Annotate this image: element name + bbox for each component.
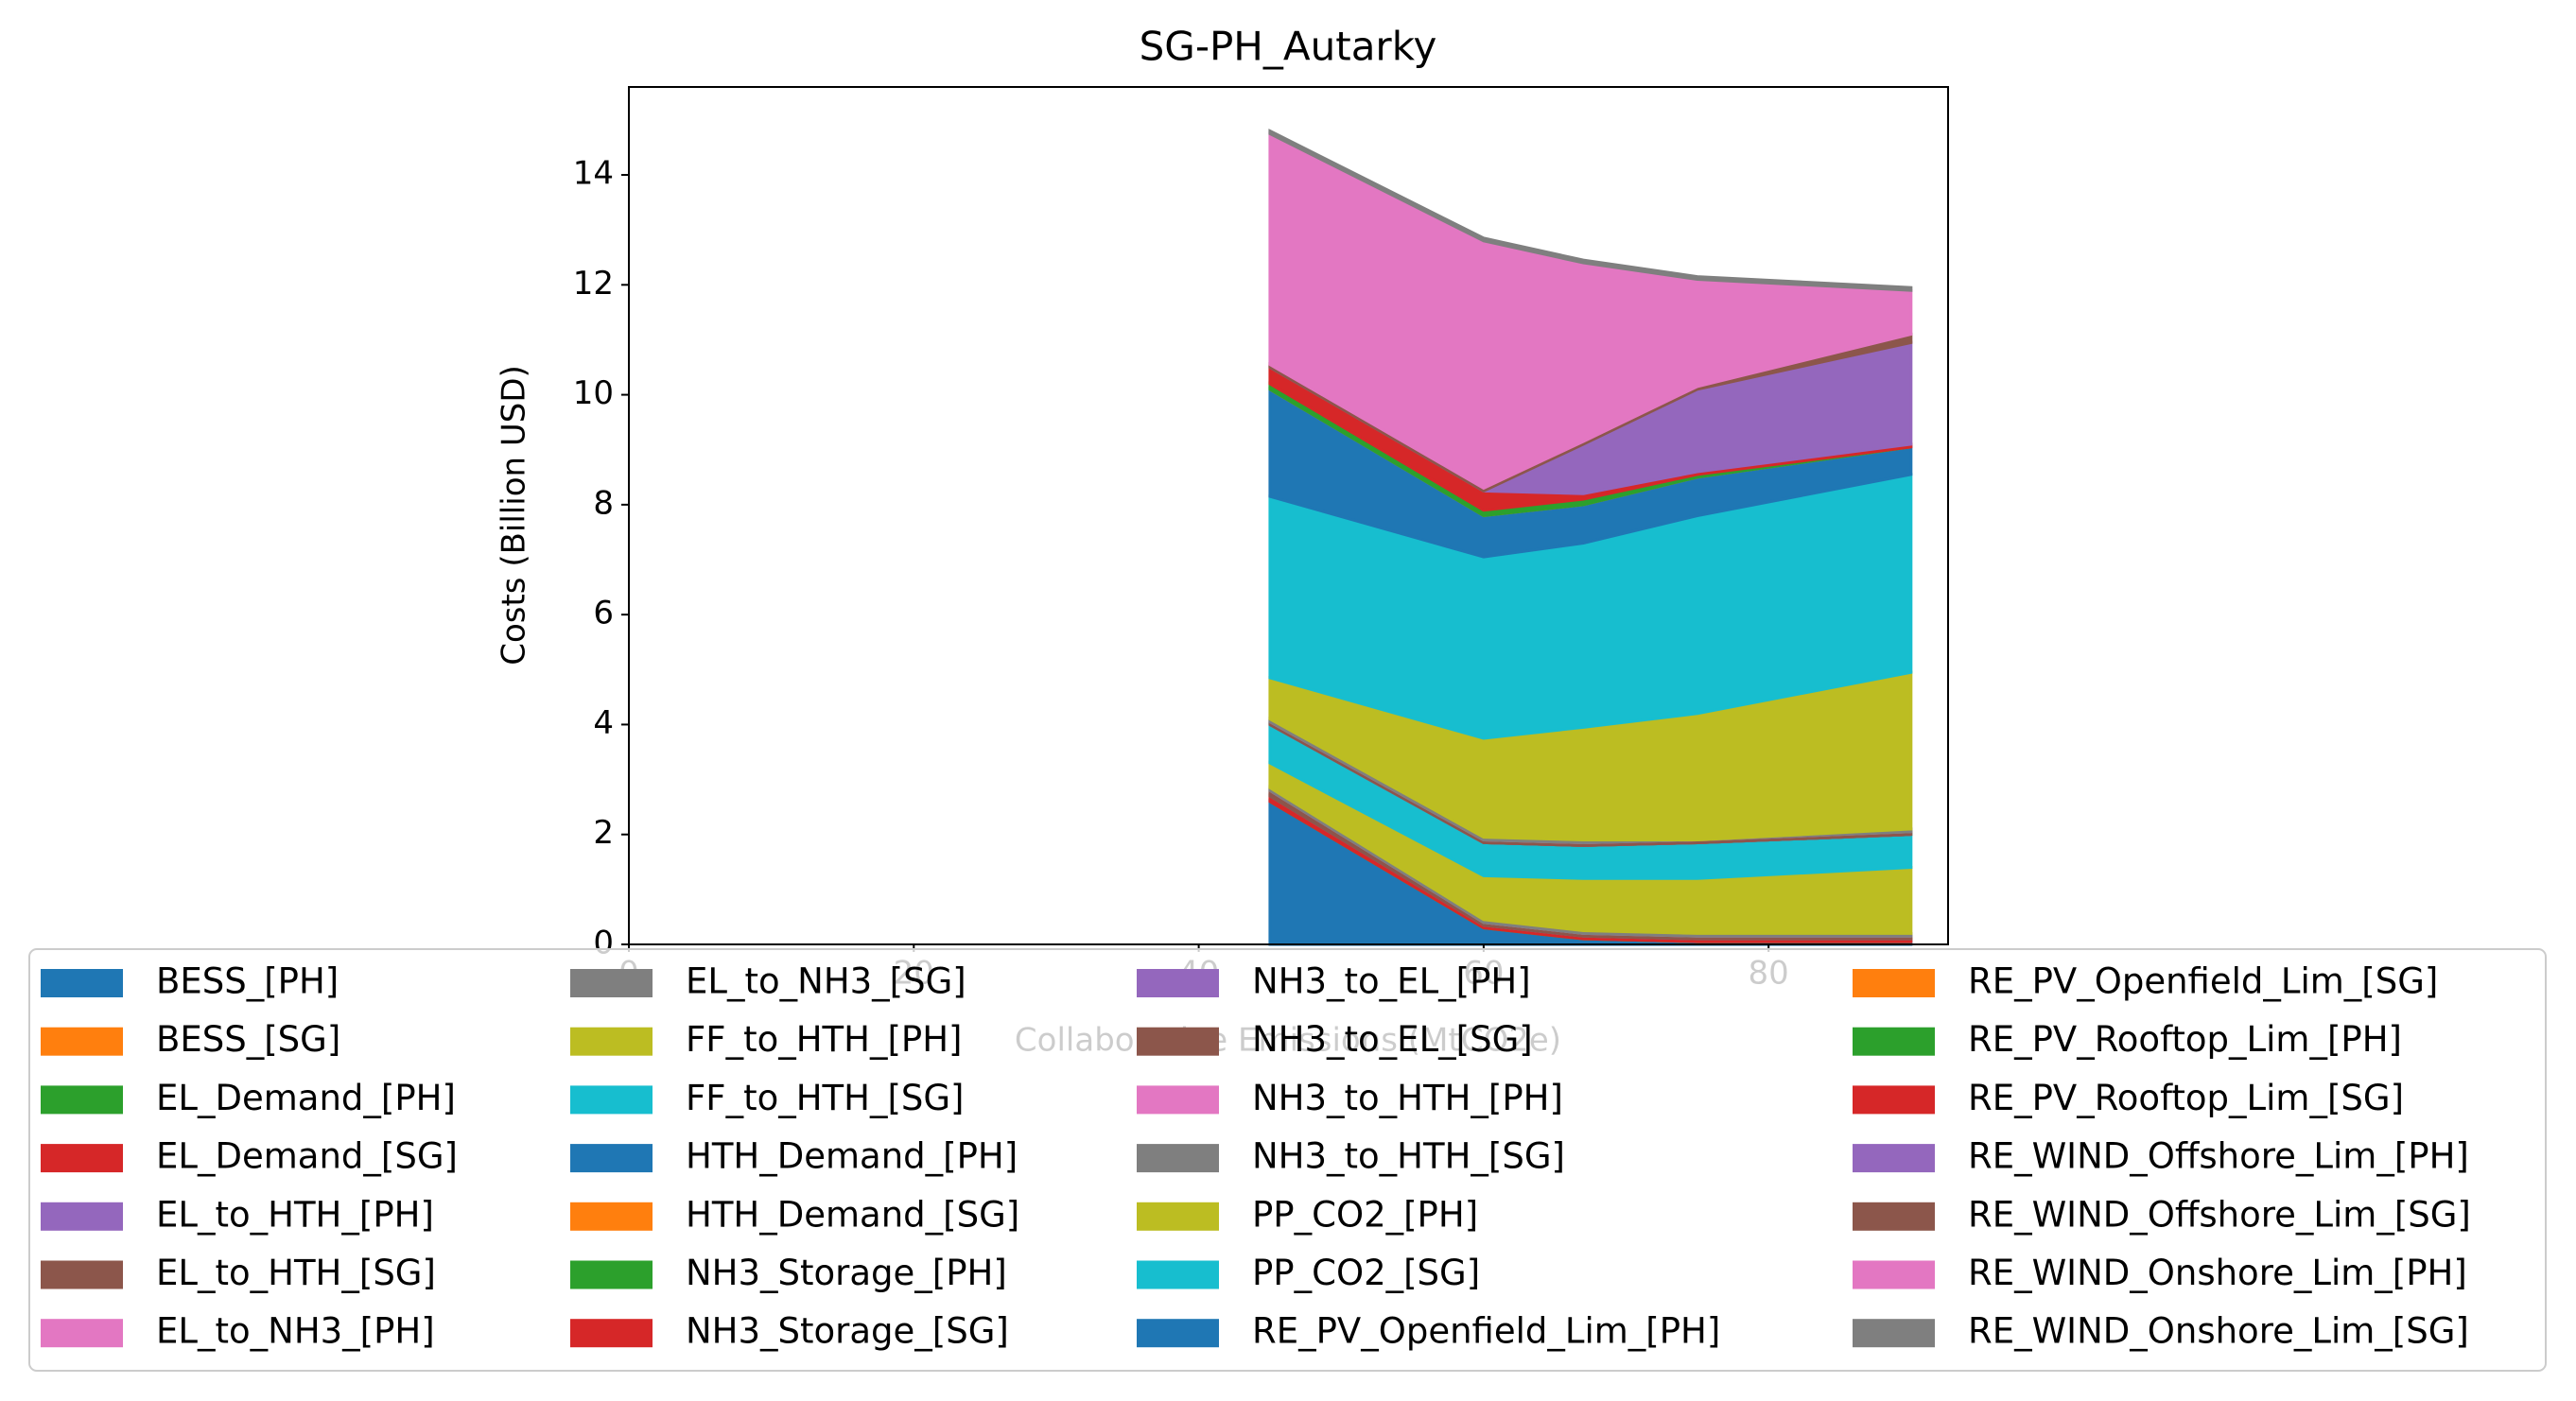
legend-swatch bbox=[570, 1319, 653, 1348]
legend-label: HTH_Demand_[SG] bbox=[686, 1194, 1019, 1235]
legend-swatch bbox=[1137, 1319, 1219, 1348]
legend-label: EL_Demand_[PH] bbox=[156, 1078, 456, 1118]
legend-swatch bbox=[1137, 1027, 1219, 1056]
legend-label: BESS_[SG] bbox=[156, 1019, 340, 1060]
legend-label: RE_WIND_Offshore_Lim_[SG] bbox=[1968, 1194, 2471, 1235]
legend-label: NH3_Storage_[PH] bbox=[686, 1253, 1007, 1293]
legend-label: RE_WIND_Offshore_Lim_[PH] bbox=[1968, 1136, 2469, 1177]
y-tick-label: 8 bbox=[593, 484, 614, 522]
legend-label: PP_CO2_[PH] bbox=[1252, 1194, 1478, 1235]
legend-label: RE_PV_Rooftop_Lim_[PH] bbox=[1968, 1019, 2402, 1060]
legend-swatch bbox=[1853, 1144, 1935, 1173]
y-tick-label: 12 bbox=[573, 265, 614, 303]
legend-swatch bbox=[1853, 969, 1935, 997]
legend-label: EL_to_NH3_[PH] bbox=[156, 1311, 435, 1352]
legend-swatch bbox=[1137, 1144, 1219, 1173]
legend-swatch bbox=[41, 1085, 123, 1115]
area bbox=[1268, 129, 1913, 292]
legend-label: RE_PV_Openfield_Lim_[PH] bbox=[1252, 1311, 1720, 1352]
legend-swatch bbox=[570, 1144, 653, 1173]
legend-swatch bbox=[41, 1260, 123, 1289]
legend-label: EL_to_HTH_[PH] bbox=[156, 1194, 434, 1235]
legend-label: FF_to_HTH_[PH] bbox=[686, 1019, 962, 1060]
legend-swatch bbox=[570, 1202, 653, 1231]
y-tick-label: 2 bbox=[593, 814, 614, 852]
legend-swatch bbox=[1853, 1260, 1935, 1289]
legend-swatch bbox=[41, 1319, 123, 1348]
y-tick-label: 14 bbox=[573, 155, 614, 193]
legend-label: NH3_to_EL_[PH] bbox=[1252, 961, 1531, 1002]
legend-label: NH3_to_HTH_[PH] bbox=[1252, 1078, 1563, 1118]
legend-label: EL_Demand_[SG] bbox=[156, 1136, 458, 1177]
legend-swatch bbox=[1137, 1202, 1219, 1231]
legend-swatch bbox=[1853, 1319, 1935, 1348]
legend-swatch bbox=[41, 1202, 123, 1231]
legend-label: FF_to_HTH_[SG] bbox=[686, 1078, 964, 1118]
legend-swatch bbox=[1137, 969, 1219, 997]
legend-label: RE_WIND_Onshore_Lim_[PH] bbox=[1968, 1253, 2467, 1293]
legend-label: BESS_[PH] bbox=[156, 961, 339, 1002]
legend-label: EL_to_NH3_[SG] bbox=[686, 961, 966, 1002]
legend-label: NH3_Storage_[SG] bbox=[686, 1311, 1009, 1352]
legend-swatch bbox=[41, 1027, 123, 1056]
legend-label: NH3_to_EL_[SG] bbox=[1252, 1019, 1533, 1060]
legend-label: RE_WIND_Onshore_Lim_[SG] bbox=[1968, 1311, 2469, 1352]
legend-label: RE_PV_Openfield_Lim_[SG] bbox=[1968, 961, 2438, 1002]
legend-swatch bbox=[1137, 1085, 1219, 1115]
y-tick-label: 4 bbox=[593, 704, 614, 742]
y-tick-label: 10 bbox=[573, 374, 614, 412]
legend-swatch bbox=[1853, 1085, 1935, 1115]
legend-swatch bbox=[41, 1144, 123, 1173]
legend-label: HTH_Demand_[PH] bbox=[686, 1136, 1018, 1177]
chart-title: SG-PH_Autarky bbox=[1140, 24, 1437, 70]
y-tick-label: 6 bbox=[593, 595, 614, 632]
legend-swatch bbox=[1853, 1202, 1935, 1231]
plot-frame bbox=[628, 86, 1949, 945]
legend-swatch bbox=[1137, 1260, 1219, 1289]
legend-swatch bbox=[570, 1027, 653, 1056]
legend-swatch bbox=[41, 969, 123, 997]
legend-label: RE_PV_Rooftop_Lim_[SG] bbox=[1968, 1078, 2404, 1118]
legend-swatch bbox=[570, 1260, 653, 1289]
legend-swatch bbox=[570, 1085, 653, 1115]
legend-label: PP_CO2_[SG] bbox=[1252, 1253, 1480, 1293]
legend-label: EL_to_HTH_[SG] bbox=[156, 1253, 436, 1293]
y-axis-label: Costs (Billion USD) bbox=[496, 365, 533, 666]
legend-label: NH3_to_HTH_[SG] bbox=[1252, 1136, 1565, 1177]
legend-swatch bbox=[1853, 1027, 1935, 1056]
legend-swatch bbox=[570, 969, 653, 997]
